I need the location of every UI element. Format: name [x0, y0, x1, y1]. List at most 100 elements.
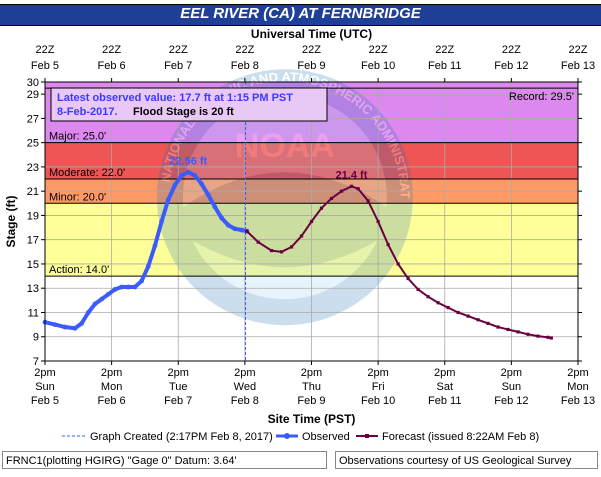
top-tick-time: 22Z [369, 44, 388, 56]
forecast-point [309, 219, 314, 224]
top-tick-date: Feb 9 [297, 60, 325, 72]
info-flood-stage: Flood Stage is 20 ft [133, 106, 234, 118]
top-tick-time: 22Z [102, 44, 121, 56]
x-tick-day: Sun [502, 381, 522, 393]
minor-level-label: Minor: 20.0' [49, 191, 106, 203]
observed-point [99, 296, 105, 302]
y-tick-label: 13 [27, 283, 39, 295]
x-tick-time: 2pm [168, 367, 189, 379]
watermark-letters: NOAA [235, 127, 335, 165]
top-axis-label: Universal Time (UTC) [251, 27, 372, 41]
top-tick-time: 22Z [36, 44, 55, 56]
forecast-point [546, 335, 550, 339]
action-level-label: Action: 14.0' [49, 264, 109, 276]
top-tick-time: 22Z [235, 44, 254, 56]
observed-point [72, 325, 78, 331]
x-tick-date: Feb 13 [561, 395, 595, 407]
observed-point [239, 227, 244, 233]
flood-level-labels: Record: 29.5' Major: 25.0' Moderate: 22.0'… [45, 87, 578, 277]
watermark-disc [156, 69, 413, 326]
info-latest-value: Latest observed value: 17.7 ft at 1:15 P… [57, 92, 293, 104]
observed-point [119, 284, 125, 290]
x-tick-time: 2pm [434, 367, 455, 379]
forecast-point [396, 262, 400, 266]
forecast-point [526, 332, 530, 336]
y-tick-label: 27 [27, 113, 39, 125]
observed-peak-label: 22.56 ft [169, 155, 207, 167]
forecast-point [426, 295, 430, 299]
x-tick-day: Thu [302, 381, 321, 393]
top-tick-date: Feb 8 [231, 60, 259, 72]
y-tick-label: 19 [27, 210, 39, 222]
forecast-line [246, 185, 552, 339]
observed-point [79, 320, 85, 326]
forecast-point [516, 330, 520, 334]
x-tick-day: Fri [372, 381, 385, 393]
y-tick-label: 29 [27, 89, 39, 101]
forecast-point [279, 250, 284, 254]
forecast-point [386, 242, 390, 247]
forecast-point [299, 234, 304, 238]
top-tick-date: Feb 5 [31, 60, 59, 72]
y-axis-label: Stage (ft) [4, 196, 18, 248]
y-tick-label: 7 [33, 356, 39, 368]
x-tick-day: Wed [234, 381, 256, 393]
forecast-point [536, 334, 540, 338]
forecast-point [416, 287, 420, 292]
observed-point [152, 243, 158, 249]
legend-observed-marker [284, 433, 290, 439]
x-tick-date: Feb 11 [428, 395, 461, 407]
legend-forecast-label: Forecast (issued 8:22AM Feb 8) [382, 431, 539, 443]
forecast-point [476, 318, 480, 322]
observed-point [139, 278, 145, 284]
series-layer: 22.56 ft 21.4 ft Latest observed value: 17… [42, 82, 553, 361]
forecast-point [269, 249, 274, 253]
x-tick-time: 2pm [301, 367, 322, 379]
observed-point [159, 219, 164, 224]
top-tick-date: Feb 11 [428, 60, 461, 72]
forecast-point [466, 314, 470, 318]
top-tick-date: Feb 7 [164, 60, 192, 72]
forecast-point [376, 219, 380, 224]
observed-point [112, 287, 118, 292]
observed-point [62, 324, 68, 330]
top-tick-date: Feb 6 [98, 60, 126, 72]
forecast-point [319, 206, 324, 210]
legend-created-label: Graph Created (2:17PM Feb 8, 2017) [90, 431, 273, 443]
forecast-point [329, 196, 334, 201]
forecast-point [506, 327, 510, 332]
x-tick-day: Tue [169, 381, 188, 393]
observed-point [192, 173, 198, 178]
record-level-label: Record: 29.5' [509, 91, 574, 103]
y-tick-label: 25 [27, 138, 39, 150]
observed-point [52, 322, 58, 328]
x-tick-date: Feb 8 [231, 395, 259, 407]
forecast-point [456, 310, 460, 315]
x-tick-date: Feb 12 [494, 395, 528, 407]
forecast-point [549, 336, 553, 340]
forecast-point [245, 229, 249, 233]
observed-point [92, 301, 98, 307]
top-tick-time: 22Z [435, 44, 454, 56]
observed-point [145, 263, 151, 269]
top-tick-date: Feb 10 [361, 60, 395, 72]
x-tick-time: 2pm [367, 367, 388, 379]
observed-point [232, 226, 238, 232]
forecast-peak-label: 21.4 ft [336, 169, 368, 181]
top-tick-time: 22Z [569, 44, 588, 56]
forecast-point [349, 184, 354, 188]
observed-point [85, 310, 91, 315]
x-tick-day: Sat [436, 381, 453, 393]
observation-credit: Observations courtesy of US Geological S… [335, 451, 598, 469]
forecast-point [256, 240, 260, 244]
forecast-point [486, 321, 490, 325]
observed-point [212, 204, 218, 210]
observed-point [132, 284, 138, 290]
observed-point [165, 197, 171, 203]
observed-point [125, 284, 131, 290]
y-tick-label: 30 [27, 77, 39, 89]
observed-point [105, 291, 111, 297]
forecast-point [406, 276, 410, 281]
